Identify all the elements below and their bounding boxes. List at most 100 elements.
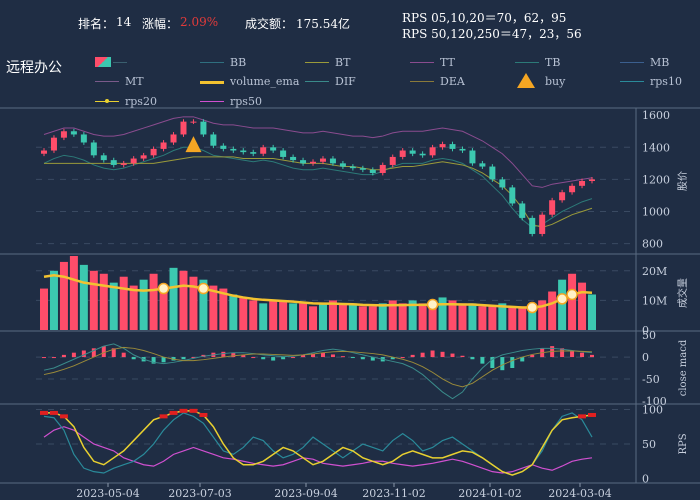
legend-swatch-TB: [515, 62, 539, 63]
volume-bar: [518, 306, 527, 330]
legend-label-BT: BT: [335, 56, 351, 69]
legend-label-MT: MT: [125, 75, 144, 88]
macd-bar: [560, 348, 565, 358]
turnover-label: 成交额：: [245, 17, 294, 31]
candle: [409, 150, 416, 154]
volume-bar: [538, 300, 547, 330]
volume-bar: [149, 273, 158, 330]
volume-bar: [528, 303, 537, 330]
candle: [300, 160, 307, 164]
volume-bar: [299, 303, 308, 330]
rps-highlight: [159, 414, 168, 419]
line-rps20: [44, 410, 593, 476]
volume-bar: [468, 303, 477, 330]
candle: [230, 148, 237, 151]
page-title: 远程办公: [6, 60, 62, 76]
y-tick-label: 10M: [642, 294, 667, 307]
legend-swatch-MT: [95, 81, 119, 82]
legend-swatch-TT: [410, 62, 434, 63]
change-label: 涨幅：: [142, 17, 179, 31]
candle: [170, 134, 177, 143]
buy-marker: [185, 136, 202, 153]
y-tick-label: 1200: [642, 173, 670, 186]
candle: [310, 161, 317, 164]
candle: [270, 147, 277, 151]
y-tick-label: 800: [642, 238, 663, 251]
volume-bar: [358, 306, 367, 330]
candle: [419, 153, 426, 156]
volume-bar: [588, 294, 596, 330]
rps-highlight: [179, 408, 188, 413]
candle: [180, 121, 187, 135]
macd-bar: [480, 357, 485, 364]
x-tick-label: 2024-01-02: [458, 487, 521, 500]
y-axis-title: close macd: [678, 339, 689, 396]
x-tick-label: 2023-09-04: [274, 487, 337, 500]
candle: [290, 156, 297, 161]
volume-bar: [179, 270, 188, 330]
volume-bar: [109, 282, 118, 330]
volume-bar: [418, 303, 427, 330]
legend-swatch-rps50: [200, 101, 224, 102]
candle: [240, 150, 247, 153]
macd-bar: [271, 357, 276, 361]
legend-swatch-BT: [305, 62, 329, 63]
candle: [90, 142, 97, 156]
candle: [479, 163, 486, 167]
volume-bar: [40, 288, 48, 330]
candle: [280, 150, 287, 157]
volume-bar: [129, 285, 138, 330]
volume-bar: [378, 303, 387, 330]
rps-highlight: [40, 410, 48, 415]
macd-bar: [440, 351, 445, 358]
line-volume-ema: [43, 273, 593, 309]
y-tick-label: 50: [642, 329, 656, 342]
y-tick-label: 0: [642, 351, 649, 364]
rps-highlight: [169, 410, 178, 415]
volume-bar: [289, 303, 298, 330]
y-tick-label: 0: [642, 473, 649, 486]
y-tick-label: -100: [642, 395, 667, 408]
legend-label-TT: TT: [440, 56, 455, 69]
rps-highlight: [59, 414, 68, 419]
volume-bar: [119, 276, 128, 330]
volume-bar: [578, 282, 587, 330]
volume-bar: [498, 303, 507, 330]
volume-bar: [209, 285, 218, 330]
volume-bar: [558, 279, 567, 330]
volume-bar: [348, 303, 357, 330]
volume-bar: [229, 294, 238, 330]
macd-bar: [81, 350, 86, 358]
rps-highlight: [189, 408, 198, 413]
rps-line-2: RPS 50,120,250＝47，23，56: [402, 27, 582, 41]
macd-bar: [470, 357, 475, 360]
volume-marker: [566, 288, 578, 301]
macd-bar: [161, 357, 166, 363]
volume-bar: [508, 306, 517, 330]
volume-bar: [89, 270, 98, 330]
volume-bar: [388, 300, 397, 330]
macd-bar: [340, 356, 345, 358]
legend-candle-icon: [95, 57, 111, 67]
y-tick-label: 50: [642, 438, 656, 451]
candle: [160, 142, 167, 149]
legend-swatch-DIF: [305, 81, 329, 82]
candle: [329, 158, 336, 164]
macd-bar: [221, 351, 226, 358]
legend-label-TB: TB: [545, 56, 561, 69]
candle: [70, 131, 77, 135]
volume-bar: [189, 276, 198, 330]
candle: [539, 214, 546, 234]
macd-bar: [510, 357, 515, 368]
volume-bar: [458, 303, 467, 330]
rank-label: 排名：: [78, 17, 115, 31]
candle: [41, 150, 47, 154]
rps-line-1: RPS 05,10,20＝70，62，95: [402, 11, 567, 25]
macd-bar: [42, 357, 46, 359]
macd-bar: [71, 352, 76, 358]
candle: [260, 147, 267, 154]
macd-bar: [570, 350, 575, 358]
candle: [110, 160, 117, 165]
candle: [190, 121, 197, 123]
rank-value: 14: [116, 15, 132, 29]
